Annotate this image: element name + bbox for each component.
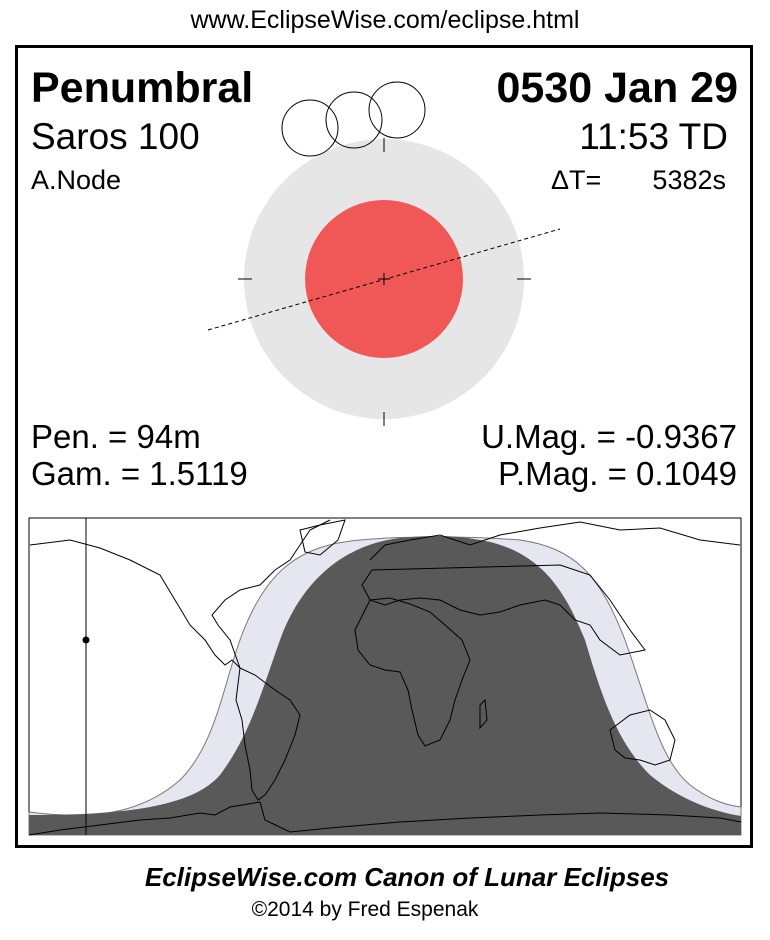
madagascar — [479, 698, 488, 730]
delta-t-value: 5382s — [652, 165, 726, 195]
delta-t-label: ΔT= — [551, 165, 602, 195]
eclipse-type: Penumbral — [31, 64, 254, 112]
penumbral-magnitude: P.Mag. = 0.1049 — [498, 455, 737, 492]
moon-p1 — [281, 99, 339, 157]
south-america — [235, 667, 301, 801]
ecliptic-path — [207, 228, 561, 331]
umbral-magnitude: U.Mag. = -0.9367 — [481, 418, 737, 455]
europe-asia — [361, 521, 741, 656]
eclipse-date: 0530 Jan 29 — [496, 64, 738, 112]
visibility-map — [28, 517, 742, 836]
australia — [609, 709, 676, 766]
saros-number: Saros 100 — [31, 116, 200, 157]
canon-credit: EclipseWise.com Canon of Lunar Eclipses — [144, 862, 670, 892]
source-url: www.EclipseWise.com/eclipse.html — [190, 6, 580, 34]
umbral-visibility-zone — [29, 535, 741, 835]
africa — [354, 597, 471, 747]
gamma: Gam. = 1.5119 — [31, 455, 248, 492]
node: A.Node — [31, 165, 122, 195]
moon-greatest — [325, 91, 383, 149]
moon-p4 — [368, 81, 426, 139]
greenland — [299, 519, 346, 556]
copyright: ©2014 by Fred Espenak — [251, 898, 479, 921]
moon-positions — [281, 81, 426, 157]
eclipse-panel-frame — [15, 45, 753, 848]
greatest-eclipse-point — [82, 636, 90, 644]
continent-outlines — [28, 519, 742, 836]
antarctica — [28, 801, 742, 836]
greatest-eclipse-time: 11:53 TD — [579, 116, 728, 157]
penumbral-duration: Pen. = 94m — [31, 418, 201, 455]
